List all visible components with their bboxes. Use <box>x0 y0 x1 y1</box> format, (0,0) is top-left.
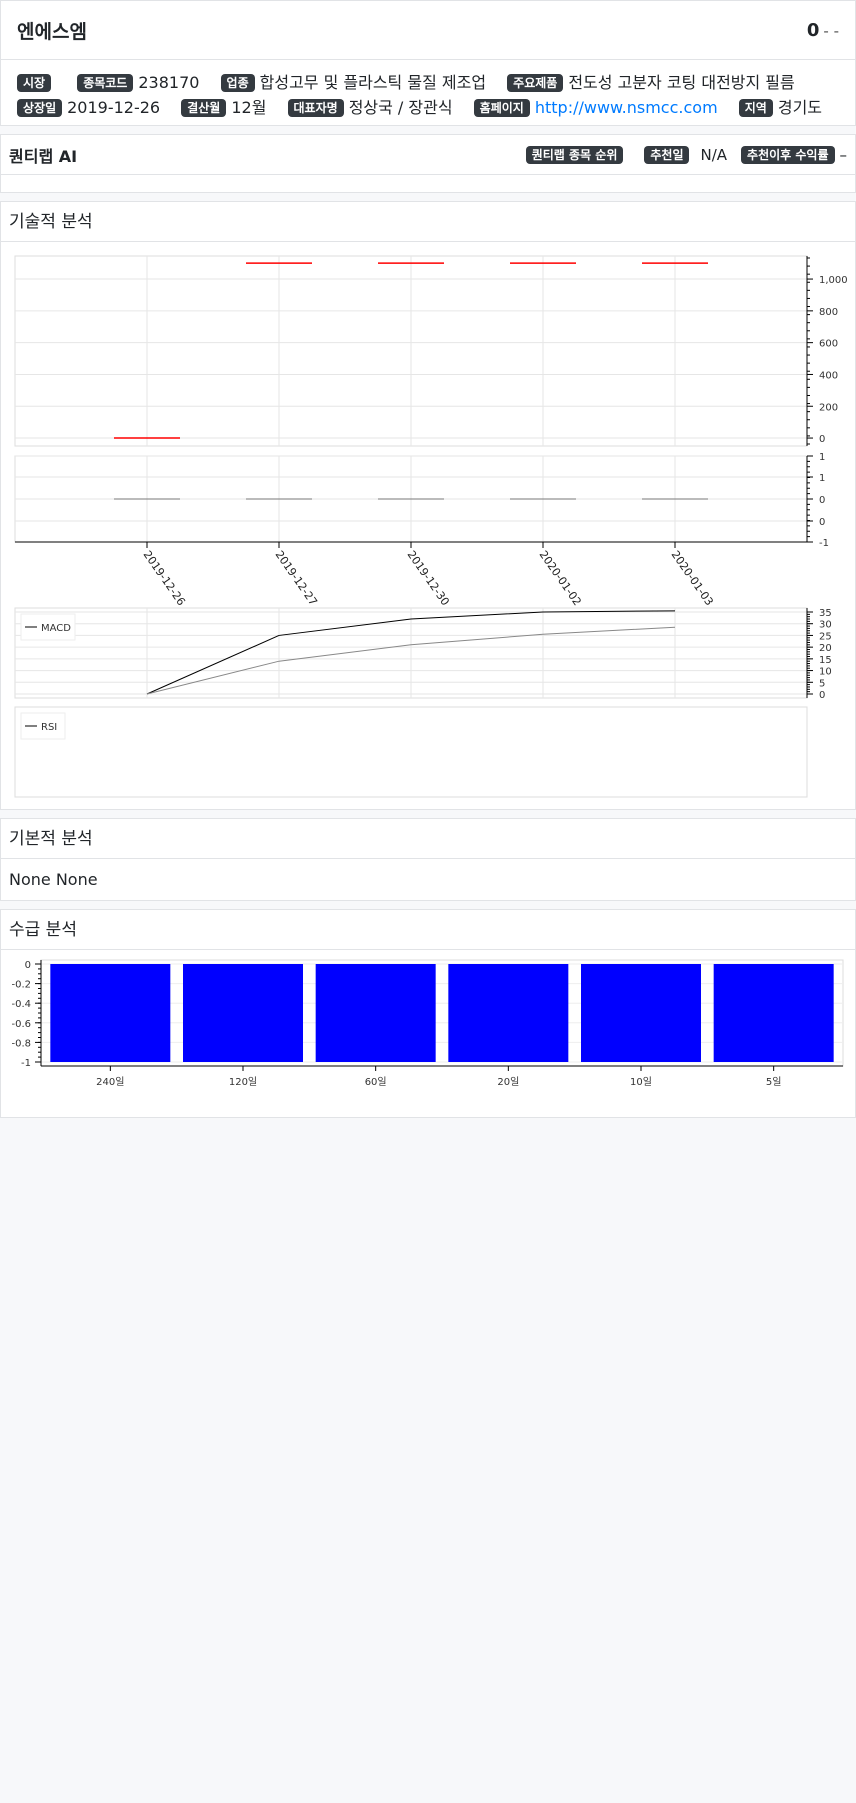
product-value: 전도성 고분자 코팅 대전방지 필름 <box>568 73 795 92</box>
price-tick-label: 0 <box>819 434 825 445</box>
ai-stats: 퀀티랩 종목 순위 추천일 N/A 추천이후 수익률 – <box>525 145 848 164</box>
price-tick-label: 800 <box>819 307 838 318</box>
price-tick-label: 600 <box>819 339 838 350</box>
market-badge: 시장 <box>17 74 52 92</box>
region-value: 경기도 <box>777 98 823 117</box>
supply-tick-label: -0.4 <box>11 999 31 1010</box>
macd-series-line <box>146 610 676 695</box>
macd-tick-label: 0 <box>819 690 825 701</box>
code-badge: 종목코드 <box>77 74 134 92</box>
fiscal-badge: 결산월 <box>181 99 227 117</box>
stock-header-card: 엔에스엠 0- - 시장 종목코드 238170 업종 합성고무 및 플라스틱 물질… <box>0 0 856 126</box>
macd-tick-label: 25 <box>819 631 832 642</box>
macd-legend-label: MACD <box>41 623 71 634</box>
price-tick-label: 1,000 <box>819 275 848 286</box>
supply-tick-label: -0.6 <box>11 1019 31 1030</box>
supply-bar <box>50 964 171 1062</box>
homepage-link[interactable]: http://www.nsmcc.com <box>534 98 718 117</box>
supply-tick-label: 0 <box>25 960 31 971</box>
supply-bar <box>448 964 569 1062</box>
homepage-badge: 홈페이지 <box>473 99 530 117</box>
volume-tick-label: 1 <box>819 473 825 484</box>
supply-x-label: 240일 <box>96 1076 124 1088</box>
supply-x-label: 120일 <box>229 1076 257 1088</box>
volume-tick-label: 1 <box>819 452 825 463</box>
date-tick-label: 2020-01-02 <box>537 548 584 608</box>
ai-header: 퀀티랩 AI 퀀티랩 종목 순위 추천일 N/A 추천이후 수익률 – <box>1 135 855 175</box>
supply-chart: 0 -0.2 -0.4 -0.6 -0.8 -1 240일 120일 60일 20일 10일 5일 <box>11 959 844 1088</box>
supply-bar <box>183 964 303 1062</box>
macd-series-line <box>146 626 676 695</box>
product-badge: 주요제품 <box>507 74 564 92</box>
date-tick-label: 2019-12-27 <box>273 548 320 608</box>
supply-x-label: 5일 <box>766 1076 782 1088</box>
return-badge: 추천이후 수익률 <box>741 145 835 164</box>
macd-tick-label: 20 <box>819 643 832 654</box>
macd-tick-label: 35 <box>819 608 832 619</box>
supply-bar <box>713 964 834 1062</box>
region-badge: 지역 <box>738 99 773 117</box>
rsi-legend-label: RSI <box>41 722 57 733</box>
ai-title: 퀀티랩 AI <box>9 146 78 166</box>
supply-card: 수급 분석 0 -0.2 -0.4 -0.6 -0.8 -1 240일 120일 60일 20일 1… <box>0 909 856 1118</box>
macd-tick-label: 30 <box>819 620 832 631</box>
listing-value: 2019-12-26 <box>67 98 161 117</box>
supply-bar <box>315 964 436 1062</box>
ai-card: 퀀티랩 AI 퀀티랩 종목 순위 추천일 N/A 추천이후 수익률 – <box>0 134 856 193</box>
ceo-badge: 대표자명 <box>287 99 344 117</box>
technical-title: 기술적 분석 <box>1 202 855 242</box>
supply-title: 수급 분석 <box>1 910 855 950</box>
supply-tick-label: -0.2 <box>11 980 31 991</box>
macd-tick-label: 15 <box>819 655 832 666</box>
company-info: 시장 종목코드 238170 업종 합성고무 및 플라스틱 물질 제조업 주요제품 전… <box>1 60 855 130</box>
industry-badge: 업종 <box>220 74 255 92</box>
supply-tick-label: -0.8 <box>11 1038 31 1049</box>
price-tick-label: 400 <box>819 370 838 381</box>
volume-tick-label: 0 <box>819 495 825 506</box>
price-tick-label: 200 <box>819 402 838 413</box>
volume-tick-label: -1 <box>819 538 829 549</box>
macd-tick-label: 10 <box>819 667 832 678</box>
date-tick-label: 2020-01-03 <box>669 548 716 608</box>
supply-tick-label: -1 <box>21 1058 31 1069</box>
macd-tick-label: 5 <box>819 678 825 689</box>
rsi-panel <box>14 706 808 798</box>
fundamental-card: 기본적 분석 None None <box>0 818 856 901</box>
date-value: N/A <box>700 145 728 164</box>
date-badge: 추천일 <box>644 145 690 164</box>
info-row-2: 상장일 2019-12-26 결산월 12월 대표자명 정상국 / 장관식 홈페이지 h… <box>17 95 839 120</box>
supply-x-label: 60일 <box>365 1076 387 1088</box>
price-change: - - <box>823 21 839 40</box>
supply-x-label: 10일 <box>630 1076 652 1088</box>
code-value: 238170 <box>138 73 200 92</box>
info-row-1: 시장 종목코드 238170 업종 합성고무 및 플라스틱 물질 제조업 주요제품 전… <box>17 70 839 95</box>
industry-value: 합성고무 및 플라스틱 물질 제조업 <box>259 73 487 92</box>
listing-badge: 상장일 <box>17 99 63 117</box>
return-value: – <box>839 145 848 164</box>
rank-badge: 퀀티랩 종목 순위 <box>525 145 624 164</box>
date-tick-label: 2019-12-26 <box>141 548 188 608</box>
date-tick-label: 2019-12-30 <box>405 548 452 608</box>
supply-bar <box>581 964 701 1062</box>
volume-tick-label: 0 <box>819 517 825 528</box>
fundamental-text: None None <box>9 870 98 889</box>
fundamental-title: 기본적 분석 <box>1 819 855 859</box>
stock-header: 엔에스엠 0- - <box>1 1 855 60</box>
company-name: 엔에스엠 <box>17 20 87 43</box>
fiscal-value: 12월 <box>231 98 267 117</box>
current-price: 0 <box>806 19 820 41</box>
price-block: 0- - <box>807 20 839 41</box>
technical-card: 기술적 분석 0 200 400 600 800 1,000 1 1 0 0 -1 2019-12-2… <box>0 201 856 810</box>
supply-x-label: 20일 <box>497 1076 519 1088</box>
ceo-value: 정상국 / 장관식 <box>348 98 453 117</box>
